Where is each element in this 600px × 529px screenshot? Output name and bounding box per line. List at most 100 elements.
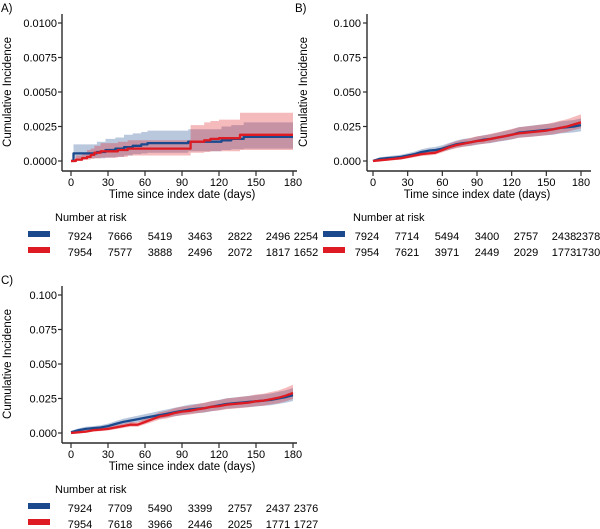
risk-count-blue: 2376	[294, 503, 318, 515]
risk-count-blue: 7924	[68, 503, 92, 515]
risk-count-blue: 2822	[228, 231, 252, 243]
risk-count-blue: 7709	[108, 503, 132, 515]
y-tick-label: 0.0075	[23, 53, 57, 65]
risk-count-blue: 7714	[395, 231, 419, 243]
x-tick-label: 60	[139, 177, 151, 189]
panel-label: A)	[1, 3, 13, 15]
risk-count-red: 1773	[552, 247, 576, 258]
red-group-legend-swatch	[323, 247, 345, 253]
red-confidence-band	[71, 384, 293, 433]
risk-count-blue: 2496	[266, 231, 290, 243]
x-tick-label: 30	[102, 177, 114, 189]
y-tick-label: 0.0050	[23, 87, 57, 99]
cumulative-incidence-chart-a: A) 0.0000 0.0025 0.0050 0.0075 0.0100 0 30 60 90 1…	[1, 3, 318, 259]
y-axis-title: Cumulative Incidence	[2, 37, 14, 147]
risk-count-red: 2496	[188, 247, 212, 258]
red-group-legend-swatch	[28, 247, 50, 253]
panel-c: C) 0.000 0.025 0.050 0.075 0.100 0 30 60 90 120 150…	[0, 272, 322, 529]
x-axis-title: Time since index date (days)	[109, 461, 256, 473]
risk-count-red: 7954	[68, 519, 92, 529]
risk-count-blue: 3463	[188, 231, 212, 243]
red-incidence-line	[372, 121, 582, 163]
panel-b: B) 0.000 0.025 0.050 0.075 0.100 0 30 60 90 120 150…	[290, 0, 600, 263]
x-tick-label: 60	[139, 449, 151, 461]
x-tick-label: 180	[284, 449, 302, 461]
number-at-risk-header: Number at risk	[55, 484, 127, 496]
x-tick-label: 0	[68, 177, 74, 189]
risk-count-red: 2449	[475, 247, 499, 258]
blue-group-legend-swatch	[323, 231, 345, 237]
cumulative-incidence-chart-b: B) 0.000 0.025 0.050 0.075 0.100 0 30 60 90 120 150…	[295, 3, 600, 259]
y-tick-label: 0.000	[333, 156, 361, 168]
number-at-risk-header: Number at risk	[55, 212, 127, 224]
x-tick-label: 30	[402, 177, 414, 189]
risk-count-blue: 5490	[148, 503, 172, 515]
y-tick-label: 0.025	[333, 122, 361, 134]
risk-count-blue: 2254	[294, 231, 318, 243]
risk-count-blue: 7924	[355, 231, 379, 243]
risk-count-blue: 2378	[576, 231, 600, 243]
y-tick-label: 0.075	[29, 325, 57, 337]
risk-count-red: 3888	[148, 247, 172, 258]
cumulative-incidence-chart-c: C) 0.000 0.025 0.050 0.075 0.100 0 30 60 90 120 150…	[1, 275, 318, 529]
number-at-risk-header: Number at risk	[353, 212, 425, 224]
x-tick-label: 90	[471, 177, 483, 189]
risk-count-red: 1817	[266, 247, 290, 258]
y-tick-label: 0.100	[29, 290, 57, 302]
risk-count-blue: 2757	[514, 231, 538, 243]
risk-count-blue: 7924	[68, 231, 92, 243]
x-tick-label: 180	[572, 177, 590, 189]
risk-count-blue: 2437	[266, 503, 290, 515]
y-tick-label: 0.050	[333, 87, 361, 99]
x-tick-label: 60	[436, 177, 448, 189]
panel-a: A) 0.0000 0.0025 0.0050 0.0075 0.0100 0 30 60 90 1…	[0, 0, 322, 263]
risk-count-red: 1727	[294, 519, 318, 529]
y-axis-title: Cumulative Incidence	[298, 37, 310, 147]
risk-count-red: 2029	[514, 247, 538, 258]
y-axis-title: Cumulative Incidence	[2, 309, 14, 419]
x-tick-label: 150	[247, 449, 265, 461]
y-tick-label: 0.075	[333, 53, 361, 65]
risk-count-red: 7954	[355, 247, 379, 258]
risk-count-red: 7618	[108, 519, 132, 529]
x-tick-label: 180	[284, 177, 302, 189]
red-confidence-band	[373, 114, 581, 161]
blue-confidence-band	[71, 122, 293, 161]
x-tick-label: 0	[68, 449, 74, 461]
x-tick-label: 90	[176, 449, 188, 461]
panel-label: C)	[1, 275, 13, 287]
y-tick-label: 0.0025	[23, 122, 57, 134]
risk-count-blue: 5494	[435, 231, 459, 243]
risk-count-red: 2072	[228, 247, 252, 258]
x-tick-label: 90	[176, 177, 188, 189]
risk-count-blue: 3400	[475, 231, 499, 243]
risk-count-red: 7577	[108, 247, 132, 258]
risk-count-red: 2446	[188, 519, 212, 529]
risk-count-blue: 2438	[552, 231, 576, 243]
x-tick-label: 150	[247, 177, 265, 189]
blue-group-legend-swatch	[28, 503, 50, 509]
x-tick-label: 120	[210, 177, 228, 189]
x-tick-label: 120	[210, 449, 228, 461]
y-tick-label: 0.050	[29, 359, 57, 371]
risk-count-blue: 5419	[148, 231, 172, 243]
red-incidence-line	[70, 391, 294, 435]
risk-count-red: 3966	[148, 519, 172, 529]
risk-count-blue: 2757	[228, 503, 252, 515]
y-tick-label: 0.000	[29, 428, 57, 440]
y-tick-label: 0.0100	[23, 18, 57, 30]
risk-count-red: 2025	[228, 519, 252, 529]
panel-label: B)	[295, 3, 307, 15]
risk-count-blue: 3399	[188, 503, 212, 515]
risk-count-red: 1730	[576, 247, 600, 258]
risk-count-red: 7621	[395, 247, 419, 258]
risk-count-red: 1652	[294, 247, 318, 258]
x-tick-label: 120	[502, 177, 520, 189]
red-incidence-line	[71, 133, 293, 163]
risk-count-blue: 7666	[108, 231, 132, 243]
risk-count-red: 1771	[266, 519, 290, 529]
y-tick-label: 0.0000	[23, 156, 57, 168]
x-tick-label: 0	[370, 177, 376, 189]
blue-group-legend-swatch	[28, 231, 50, 237]
